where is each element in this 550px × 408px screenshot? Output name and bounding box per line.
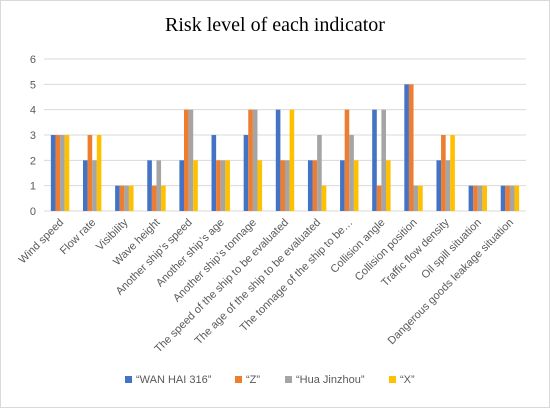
- bar: [179, 160, 184, 211]
- legend-entry: “Z”: [246, 374, 260, 386]
- bar: [285, 160, 290, 211]
- bar: [445, 160, 451, 211]
- bar: [211, 135, 217, 211]
- bar: [252, 109, 258, 211]
- bar: [60, 135, 65, 211]
- bar: [220, 160, 226, 211]
- bar: [147, 160, 152, 211]
- bar: [317, 135, 322, 211]
- bar: [50, 135, 56, 211]
- x-category-label: Flow rate: [58, 217, 98, 257]
- bars: [50, 84, 520, 211]
- bar: [376, 185, 382, 211]
- bar: [418, 185, 423, 211]
- legend-swatch: [235, 376, 242, 383]
- bar: [115, 185, 120, 211]
- bar: [275, 109, 281, 211]
- bar: [83, 160, 88, 211]
- x-category-label: Wind speed: [17, 217, 67, 267]
- bar: [468, 185, 474, 211]
- bar: [381, 109, 386, 211]
- bar: [477, 185, 483, 211]
- bar: [119, 185, 125, 211]
- bar: [216, 160, 221, 211]
- chart-title: Risk level of each indicator: [165, 14, 385, 36]
- bar: [96, 135, 102, 211]
- legend-swatch: [125, 376, 132, 383]
- bar: [243, 135, 249, 211]
- y-tick-label: 4: [30, 105, 36, 117]
- bar: [128, 185, 134, 211]
- bar: [188, 109, 194, 211]
- bar: [386, 160, 391, 211]
- bar: [450, 135, 455, 211]
- legend-swatch: [285, 376, 292, 383]
- legend-swatch: [389, 376, 396, 383]
- y-tick-label: 2: [30, 155, 36, 167]
- bar: [64, 135, 70, 211]
- bar: [161, 185, 166, 211]
- bar: [500, 185, 506, 211]
- legend: “WAN HAI 316” “Z” “Hua Jinzhou” “X”: [125, 374, 415, 386]
- legend-entry: “X”: [400, 374, 415, 386]
- bar: [340, 160, 345, 211]
- bar: [151, 185, 157, 211]
- y-tick-label: 5: [30, 79, 36, 91]
- bar: [87, 135, 93, 211]
- bar: [257, 160, 263, 211]
- bar: [408, 84, 414, 211]
- bar: [473, 185, 478, 211]
- bar: [248, 109, 253, 211]
- bar: [312, 160, 318, 211]
- bar: [441, 135, 446, 211]
- bar: [482, 185, 487, 211]
- y-tick-label: 6: [30, 54, 36, 66]
- bar: [193, 160, 198, 211]
- bar: [124, 185, 129, 211]
- bar: [55, 135, 61, 211]
- bar: [184, 109, 189, 211]
- bar: [307, 160, 313, 211]
- bar: [353, 160, 359, 211]
- legend-entry: “Hua Jinzhou”: [296, 374, 365, 386]
- bar: [404, 84, 409, 211]
- bar: [156, 160, 162, 211]
- y-tick-label: 0: [30, 206, 36, 218]
- bar: [280, 160, 285, 211]
- bar: [509, 185, 515, 211]
- bar: [514, 185, 520, 211]
- bar: [505, 185, 510, 211]
- legend-entry: “WAN HAI 316”: [136, 374, 212, 386]
- y-axis-ticks: 0 1 2 3 4 5 6: [30, 54, 36, 218]
- y-tick-label: 1: [30, 181, 36, 193]
- bar: [225, 160, 230, 211]
- bar: [349, 135, 354, 211]
- bar: [289, 109, 295, 211]
- bar: [436, 160, 442, 211]
- bar: [413, 185, 419, 211]
- bar: [92, 160, 97, 211]
- bar: [372, 109, 377, 211]
- bar: [321, 185, 327, 211]
- y-tick-label: 3: [30, 130, 36, 142]
- bar: [344, 109, 350, 211]
